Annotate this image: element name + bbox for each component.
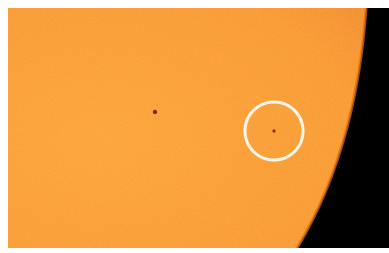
page: [0, 0, 389, 253]
sunspot: [153, 110, 157, 114]
sun-image: [0, 0, 389, 253]
sunspot: [272, 129, 275, 132]
